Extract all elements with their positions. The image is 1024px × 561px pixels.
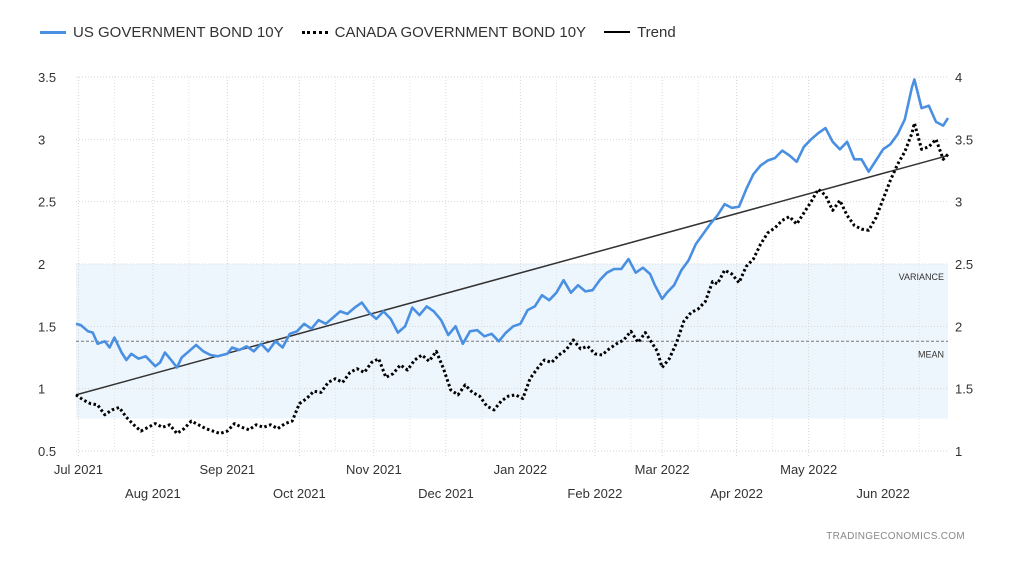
x-tick-label: Nov 2021	[346, 462, 402, 477]
y-right-tick-label: 3.5	[955, 132, 973, 147]
series-line-us-bond	[75, 78, 950, 369]
x-tick-label: Oct 2021	[273, 486, 326, 501]
y-left-tick-label: 1.5	[38, 319, 56, 334]
variance-label: VARIANCE	[899, 272, 944, 282]
y-right-tick-label: 1	[955, 444, 962, 459]
legend-item-trend[interactable]: Trend	[604, 24, 676, 41]
legend-label-canada-bond: CANADA GOVERNMENT BOND 10Y	[334, 23, 587, 41]
y-right-tick-label: 3	[955, 195, 962, 210]
x-tick-label: Mar 2022	[635, 462, 690, 477]
y-right-tick-label: 4	[955, 70, 962, 85]
legend-swatch-us-bond	[40, 30, 66, 34]
legend-swatch-trend	[604, 31, 631, 33]
y-left-tick-label: 1	[38, 382, 45, 397]
y-left-tick-label: 2	[38, 257, 45, 272]
legend-item-canada-bond[interactable]: CANADA GOVERNMENT BOND 10Y	[301, 23, 587, 41]
x-tick-label: Jul 2021	[54, 462, 103, 477]
x-tick-label: Dec 2021	[418, 486, 474, 501]
x-tick-label: Apr 2022	[710, 486, 763, 501]
y-left-tick-label: 0.5	[38, 444, 56, 459]
x-tick-label: Feb 2022	[567, 486, 622, 501]
annotation-layer: MEAN VARIANCE	[76, 272, 948, 359]
x-tick-label: Aug 2021	[125, 486, 181, 501]
chart-legend: US GOVERNMENT BOND 10Y CANADA GOVERNMENT…	[40, 20, 694, 44]
series-layer	[75, 78, 950, 435]
x-tick-label: Jan 2022	[494, 462, 548, 477]
y-left-tick-label: 3.5	[38, 70, 56, 85]
legend-label-us-bond: US GOVERNMENT BOND 10Y	[73, 23, 284, 41]
y-right-tick-label: 1.5	[955, 382, 973, 397]
y-right-tick-label: 2	[955, 319, 962, 334]
x-tick-label: Jun 2022	[856, 486, 910, 501]
mean-label: MEAN	[918, 349, 944, 359]
legend-label-trend: Trend	[637, 23, 676, 41]
legend-swatch-canada-bond	[301, 30, 328, 34]
legend-item-us-bond[interactable]: US GOVERNMENT BOND 10Y	[40, 24, 284, 41]
x-tick-label: May 2022	[780, 462, 837, 477]
grid-layer	[76, 76, 948, 457]
y-left-tick-label: 2.5	[38, 195, 56, 210]
y-left-tick-label: 3	[38, 132, 45, 147]
y-right-tick-label: 2.5	[955, 257, 973, 272]
x-tick-label: Sep 2021	[200, 462, 256, 477]
axis-layer: 0.5 1 1.5 2 2.5 3 3.5 1 1.5 2 2.5 3 3.5 4 Jul 2021 Sep …	[38, 70, 973, 501]
source-credit[interactable]: TRADINGECONOMICS.COM	[826, 531, 965, 542]
